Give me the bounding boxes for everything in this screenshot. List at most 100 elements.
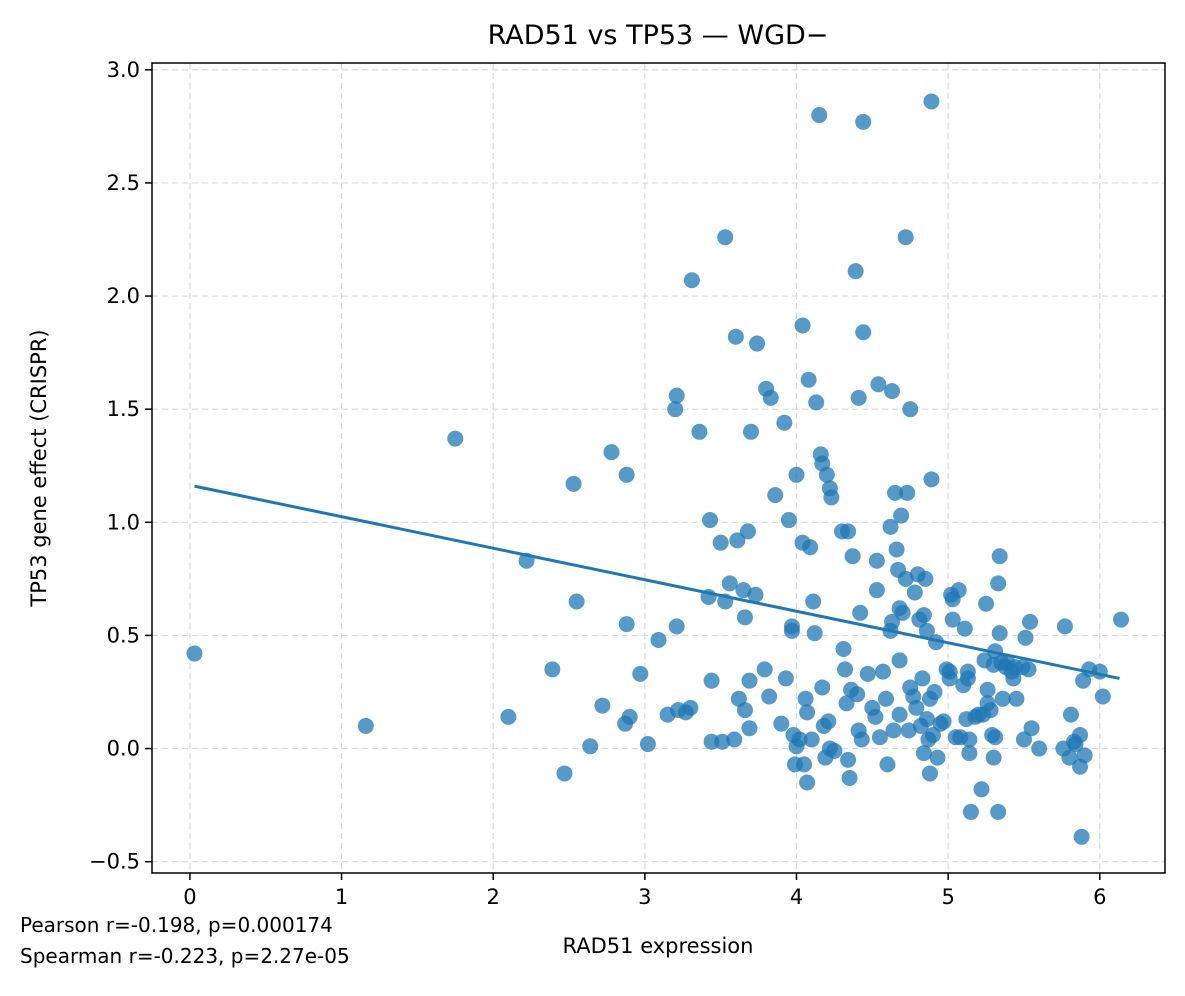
data-point	[987, 729, 1004, 746]
data-point	[870, 376, 887, 393]
data-point	[871, 729, 888, 746]
data-point	[717, 229, 734, 246]
data-point	[991, 548, 1008, 565]
data-point	[668, 618, 685, 635]
data-point	[891, 652, 908, 669]
data-point	[859, 665, 876, 682]
data-point	[868, 582, 885, 599]
x-axis-label: RAD51 expression	[563, 934, 754, 958]
data-point	[868, 552, 885, 569]
data-point	[667, 401, 684, 418]
data-point	[594, 697, 611, 714]
y-tick-label: 0.5	[107, 623, 140, 647]
data-point	[840, 523, 857, 540]
data-point	[357, 717, 374, 734]
data-point	[668, 387, 685, 404]
data-point	[950, 582, 967, 599]
data-point	[879, 756, 896, 773]
data-point	[702, 512, 719, 529]
data-point	[800, 371, 817, 388]
y-tick-label: −0.5	[89, 850, 140, 874]
data-point	[985, 749, 1002, 766]
data-point	[926, 683, 943, 700]
data-point	[803, 731, 820, 748]
data-point	[1008, 690, 1025, 707]
data-point	[736, 609, 753, 626]
data-point	[841, 769, 858, 786]
data-point	[900, 722, 917, 739]
x-axis: 0 1 2 3 4 5 6	[183, 873, 1106, 909]
data-point	[743, 423, 760, 440]
data-point	[918, 622, 935, 639]
data-points	[186, 93, 1130, 845]
data-point	[806, 625, 823, 642]
x-tick-label: 1	[335, 885, 348, 909]
data-point	[603, 444, 620, 461]
data-point	[826, 742, 843, 759]
data-point	[780, 512, 797, 529]
data-point	[565, 475, 582, 492]
data-point	[556, 765, 573, 782]
data-point	[639, 736, 656, 753]
data-point	[1020, 661, 1037, 678]
data-point	[726, 731, 743, 748]
data-point	[805, 593, 822, 610]
data-point	[887, 484, 904, 501]
data-point	[1023, 720, 1040, 737]
data-point	[882, 518, 899, 535]
data-point	[799, 774, 816, 791]
x-tick-label: 2	[487, 885, 500, 909]
data-point	[712, 534, 729, 551]
data-point	[923, 93, 940, 110]
data-point	[794, 317, 811, 334]
plot-frame	[151, 62, 1166, 874]
data-point	[773, 715, 790, 732]
y-tick-label: 2.0	[107, 284, 140, 308]
data-point	[796, 756, 813, 773]
data-point	[847, 263, 864, 280]
data-point	[877, 690, 894, 707]
data-point	[979, 681, 996, 698]
data-point	[186, 645, 203, 662]
data-point	[908, 699, 925, 716]
data-point	[961, 731, 978, 748]
pearson-stat: Pearson r=-0.198, p=0.000174	[20, 913, 333, 937]
data-point	[835, 641, 852, 658]
regression-line	[194, 484, 1120, 680]
data-point	[683, 272, 700, 289]
data-point	[544, 661, 561, 678]
data-point	[714, 733, 731, 750]
data-point	[1031, 740, 1048, 757]
data-point	[884, 383, 901, 400]
data-point	[924, 726, 941, 743]
data-point	[837, 661, 854, 678]
data-point	[736, 702, 753, 719]
data-point	[888, 541, 905, 558]
data-point	[691, 423, 708, 440]
data-point	[941, 670, 958, 687]
data-point	[899, 484, 916, 501]
data-point	[944, 611, 961, 628]
data-point	[990, 575, 1007, 592]
data-point	[1073, 828, 1090, 845]
data-point	[1061, 749, 1078, 766]
data-point	[749, 335, 766, 352]
data-point	[618, 466, 635, 483]
data-point	[788, 466, 805, 483]
data-point	[897, 229, 914, 246]
data-point	[1015, 731, 1032, 748]
data-point	[791, 731, 808, 748]
data-point	[814, 679, 831, 696]
data-point	[894, 604, 911, 621]
data-point	[915, 607, 932, 624]
x-tick-label: 0	[183, 885, 196, 909]
data-point	[855, 113, 872, 130]
data-point	[727, 328, 744, 345]
data-point	[973, 781, 990, 798]
data-point	[729, 532, 746, 549]
y-tick-label: 1.0	[107, 510, 140, 534]
data-point	[991, 625, 1008, 642]
data-point	[1072, 726, 1089, 743]
data-point	[741, 672, 758, 689]
data-point	[1094, 688, 1111, 705]
